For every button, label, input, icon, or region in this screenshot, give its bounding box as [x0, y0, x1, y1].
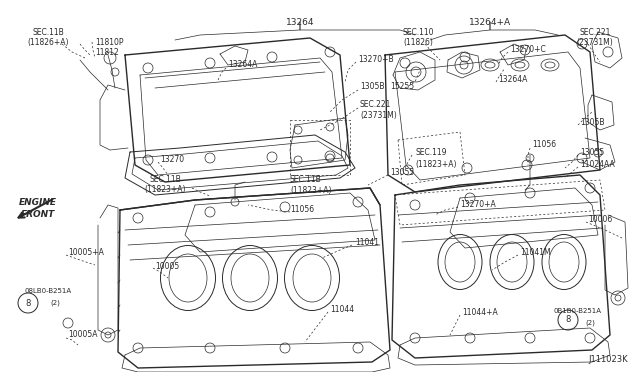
Text: 10006: 10006	[588, 215, 612, 224]
Text: 0B1B0-B251A: 0B1B0-B251A	[553, 308, 601, 314]
Text: (11823+A): (11823+A)	[415, 160, 456, 169]
Text: 8: 8	[26, 298, 31, 308]
Text: 8: 8	[565, 315, 571, 324]
Text: 13055: 13055	[580, 148, 604, 157]
Text: ENGINE: ENGINE	[19, 198, 57, 207]
Text: (11823+A): (11823+A)	[144, 185, 186, 194]
Text: (11823+A): (11823+A)	[290, 186, 332, 195]
Text: SEC.11B: SEC.11B	[290, 175, 322, 184]
Text: (2): (2)	[585, 320, 595, 327]
Text: 13270: 13270	[160, 155, 184, 164]
Text: 10005A: 10005A	[68, 330, 97, 339]
Text: 11812: 11812	[95, 48, 119, 57]
Text: 13264+A: 13264+A	[469, 18, 511, 27]
Text: SEC.119: SEC.119	[415, 148, 447, 157]
Text: 15255: 15255	[390, 82, 414, 91]
Text: 11810P: 11810P	[95, 38, 124, 47]
Text: 08LB0-B251A: 08LB0-B251A	[24, 288, 72, 294]
Text: SEC.110: SEC.110	[403, 28, 434, 37]
Text: 13055: 13055	[390, 168, 414, 177]
Text: 13264: 13264	[285, 18, 314, 27]
Text: (2): (2)	[50, 300, 60, 307]
Text: 1305B: 1305B	[580, 118, 605, 127]
Text: 13264A: 13264A	[498, 75, 527, 84]
Text: 13270+B: 13270+B	[358, 55, 394, 64]
Text: 11056: 11056	[290, 205, 314, 214]
Text: 11041M: 11041M	[520, 248, 550, 257]
Text: 11024AA: 11024AA	[580, 160, 615, 169]
Text: 13264A: 13264A	[228, 60, 257, 69]
Text: (23731M): (23731M)	[577, 38, 613, 47]
Text: 13270+A: 13270+A	[460, 200, 496, 209]
Text: (11826+A): (11826+A)	[28, 38, 68, 47]
Text: 11041: 11041	[355, 238, 379, 247]
Text: (11826): (11826)	[403, 38, 433, 47]
Text: 1305B: 1305B	[360, 82, 385, 91]
Text: J111023K: J111023K	[588, 355, 628, 364]
Text: 13270+C: 13270+C	[510, 45, 546, 54]
Text: 10005+A: 10005+A	[68, 248, 104, 257]
Text: 11044: 11044	[330, 305, 354, 314]
Text: SEC.221: SEC.221	[360, 100, 392, 109]
Text: SEC.11B: SEC.11B	[32, 28, 64, 37]
Text: SEC.221: SEC.221	[579, 28, 611, 37]
Text: 10005: 10005	[155, 262, 179, 271]
Text: SEC.11B: SEC.11B	[149, 175, 181, 184]
Text: 11056: 11056	[532, 140, 556, 149]
Text: FRONT: FRONT	[21, 210, 55, 219]
Text: 11044+A: 11044+A	[462, 308, 498, 317]
Text: (23731M): (23731M)	[360, 111, 397, 120]
